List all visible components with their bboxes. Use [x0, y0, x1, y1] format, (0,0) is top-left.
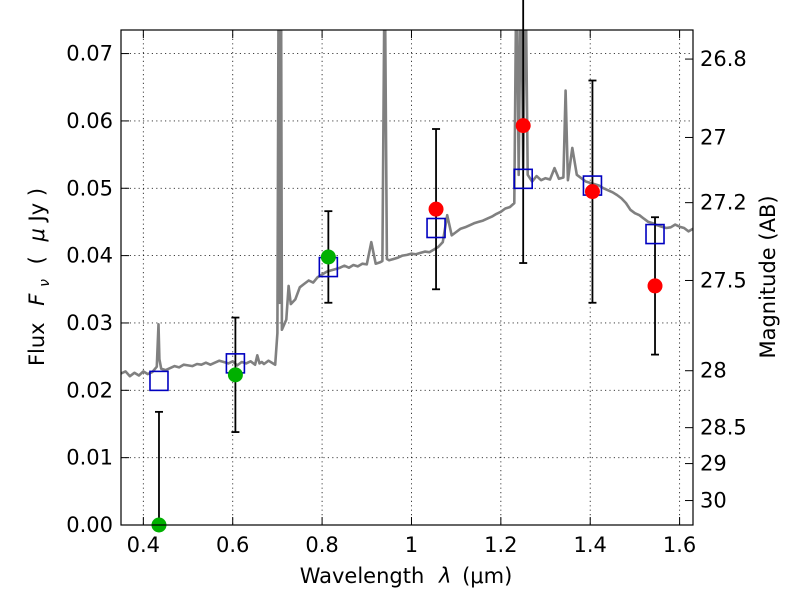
- y2-tick-label: 27.5: [700, 268, 747, 292]
- spectrum-layer: [121, 30, 693, 378]
- x-tick-label: 1: [405, 533, 418, 557]
- y-tick-label: 0.05: [66, 176, 113, 200]
- x-tick-label: 1.2: [484, 533, 517, 557]
- grid-layer: [121, 30, 693, 526]
- y2-tick-label: 28: [700, 359, 727, 383]
- observed_red-point: [584, 184, 600, 200]
- x-tick-label: 1.4: [574, 533, 607, 557]
- y-tick-label: 0.00: [66, 513, 113, 537]
- model-photometry-square: [645, 223, 665, 245]
- y-axis-label: Flux F ν ( μ Jy ): [25, 188, 54, 366]
- y2-tick-label: 29: [700, 452, 727, 476]
- spectrum-line: [121, 30, 693, 378]
- x-tick-label: 1.6: [663, 533, 696, 557]
- y-axis-label-unit-mu: μ: [25, 228, 49, 242]
- y-tick-label: 0.07: [66, 42, 113, 66]
- x-tick-label: 0.4: [127, 533, 160, 557]
- x-tick-label: 0.6: [216, 533, 249, 557]
- y-axis-label-symbol: F: [25, 293, 49, 306]
- y-tick-label: 0.04: [66, 244, 113, 268]
- model-photometry-square: [149, 370, 169, 392]
- y2-tick-label: 27: [700, 125, 727, 149]
- plot-frame: [120, 29, 694, 526]
- y-axis-label-unit-open: (: [25, 256, 49, 264]
- model-photometry-square: [426, 217, 446, 239]
- x-axis-label-text: Wavelength: [300, 564, 425, 588]
- marker-layer: [149, 118, 665, 533]
- x-tick-label: 0.8: [305, 533, 338, 557]
- x-axis-label-symbol: λ: [438, 564, 451, 588]
- y2-tick-label: 28.5: [700, 416, 747, 440]
- tick-layer: 0.4 0.6 0.8 1 1.2 1.4 1.6 0.00 0.01 0.02 0.03 0.04 0…: [66, 30, 747, 557]
- observed_green-point: [227, 367, 243, 383]
- y-axis-label-symbol-subscript: ν: [37, 279, 53, 287]
- errorbar-layer: [154, 0, 660, 525]
- y-axis-label-unit: Jy ): [25, 188, 49, 224]
- observed_red-point: [428, 201, 444, 217]
- observed_red-point: [647, 278, 663, 294]
- observed_green-point: [320, 249, 336, 265]
- model-photometry-square: [513, 168, 533, 190]
- x-axis-label-unit: (μm): [462, 564, 512, 588]
- y2-tick-label: 30: [700, 489, 727, 513]
- secondary-y-axis-label: Magnitude (AB): [756, 195, 780, 358]
- y-axis-label-text: Flux: [25, 322, 49, 366]
- y2-tick-label: 26.8: [700, 47, 747, 71]
- y2-tick-label: 27.2: [700, 191, 747, 215]
- y-tick-label: 0.03: [66, 311, 113, 335]
- y-tick-label: 0.06: [66, 109, 113, 133]
- observed_red-point: [515, 118, 531, 134]
- y-tick-label: 0.01: [66, 446, 113, 470]
- x-axis-label: Wavelength λ (μm): [300, 564, 513, 588]
- y-tick-label: 0.02: [66, 378, 113, 402]
